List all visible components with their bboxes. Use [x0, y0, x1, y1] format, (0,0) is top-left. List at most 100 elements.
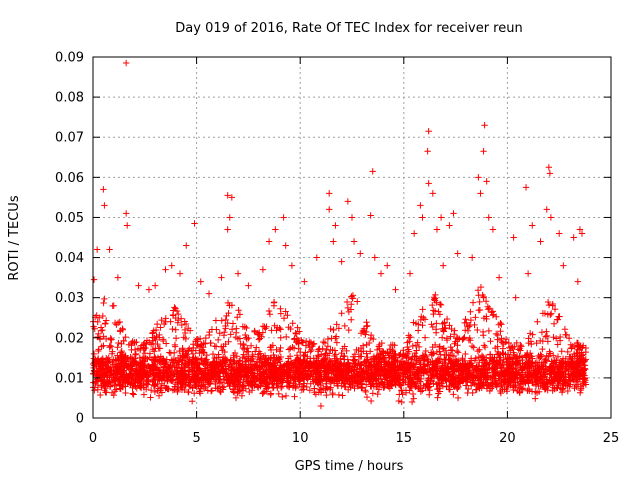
data-point — [363, 350, 370, 357]
data-point — [147, 394, 154, 401]
data-point — [494, 336, 501, 343]
data-point — [293, 352, 301, 359]
data-point — [185, 388, 192, 396]
data-point — [466, 321, 474, 329]
data-point — [551, 306, 559, 313]
data-point — [363, 328, 370, 336]
data-point — [480, 294, 487, 301]
data-point — [202, 334, 210, 342]
data-point — [158, 316, 165, 324]
data-point — [392, 381, 399, 389]
data-point — [364, 322, 371, 329]
data-point — [517, 341, 524, 349]
data-point — [442, 324, 449, 332]
data-point — [129, 390, 136, 397]
data-point — [477, 283, 485, 291]
chart-title: Day 019 of 2016, Rate Of TEC Index for r… — [175, 21, 522, 36]
data-point — [307, 348, 314, 355]
data-point — [539, 310, 547, 317]
data-point — [206, 331, 213, 339]
data-point — [335, 391, 343, 399]
data-point — [419, 306, 426, 313]
data-point — [282, 392, 290, 400]
data-point — [504, 351, 512, 358]
data-point — [347, 316, 355, 323]
data-point — [277, 344, 284, 352]
data-point — [513, 352, 521, 360]
data-point — [225, 338, 232, 345]
data-point — [100, 342, 107, 349]
data-point — [468, 342, 476, 350]
data-point — [259, 329, 267, 336]
data-point — [99, 312, 106, 320]
data-point — [415, 343, 423, 351]
y-axis-label: ROTI / TECUs — [7, 195, 22, 280]
data-point — [421, 316, 429, 323]
data-point — [345, 308, 353, 316]
data-point — [544, 298, 552, 306]
data-point — [219, 347, 226, 354]
data-point — [500, 350, 507, 358]
data-point — [446, 322, 453, 329]
data-point — [433, 381, 440, 388]
data-point — [465, 385, 472, 393]
data-point — [130, 391, 137, 398]
data-point — [99, 326, 106, 334]
data-point — [446, 356, 453, 364]
data-point — [567, 353, 574, 361]
data-point — [436, 311, 444, 318]
data-point — [436, 300, 444, 308]
data-point — [502, 338, 509, 346]
data-point — [276, 324, 283, 332]
data-point — [413, 347, 420, 354]
data-point — [266, 311, 274, 318]
data-point — [95, 330, 102, 338]
data-point — [338, 349, 345, 357]
data-point — [283, 333, 290, 341]
data-point — [291, 393, 298, 400]
data-point — [160, 356, 167, 364]
data-point — [455, 357, 462, 364]
data-point — [155, 392, 163, 399]
data-point — [333, 321, 340, 328]
data-point — [433, 370, 440, 377]
data-point — [241, 323, 249, 331]
data-point — [321, 339, 329, 347]
data-point — [171, 304, 178, 311]
data-point — [374, 390, 381, 398]
data-point — [306, 338, 313, 346]
data-point — [452, 338, 459, 345]
data-point — [543, 328, 550, 335]
data-point — [419, 387, 426, 394]
data-point — [369, 390, 377, 397]
data-point — [478, 352, 486, 360]
data-point — [234, 314, 241, 321]
data-point — [476, 306, 484, 314]
grid — [93, 57, 611, 418]
data-point — [380, 384, 387, 391]
data-point — [467, 308, 474, 315]
data-point — [228, 325, 236, 333]
data-point — [555, 381, 563, 389]
y-tick-label: 0.04 — [55, 251, 84, 266]
x-tick-label: 15 — [396, 431, 413, 446]
data-point — [418, 313, 425, 320]
data-point — [216, 329, 223, 337]
data-point — [154, 340, 161, 348]
data-point — [324, 335, 332, 343]
data-point — [416, 355, 424, 362]
data-point — [561, 326, 569, 333]
x-tick-label: 5 — [192, 431, 200, 446]
data-point — [102, 317, 110, 324]
data-point — [435, 390, 442, 397]
data-point — [255, 336, 263, 343]
y-tick-label: 0.05 — [55, 211, 84, 226]
data-point — [222, 325, 229, 332]
data-point — [526, 387, 533, 395]
data-point — [386, 345, 394, 353]
data-point — [474, 347, 482, 355]
data-point — [297, 348, 304, 356]
data-point — [271, 322, 278, 329]
